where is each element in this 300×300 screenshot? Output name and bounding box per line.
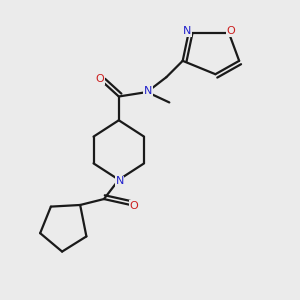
Text: N: N <box>116 176 124 186</box>
Text: O: O <box>227 26 236 36</box>
Text: O: O <box>96 74 104 84</box>
Text: N: N <box>183 26 191 36</box>
Text: O: O <box>129 201 138 211</box>
Text: N: N <box>144 86 152 96</box>
